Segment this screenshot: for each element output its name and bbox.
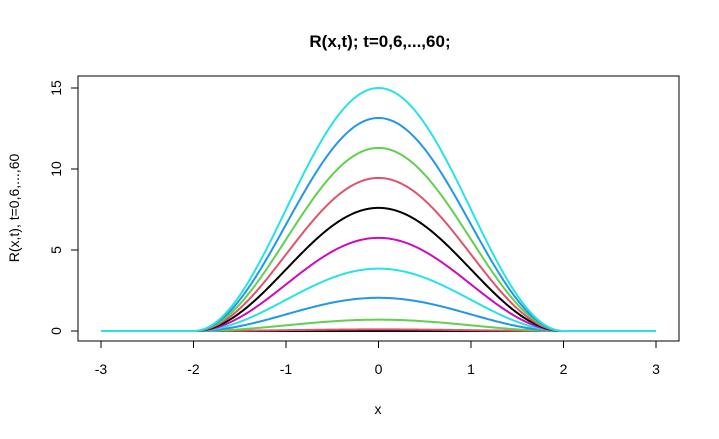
series-line-4 (101, 267, 656, 332)
x-axis: -3 -2 -1 0 1 2 3 (95, 340, 660, 377)
y-tick-label: 15 (48, 80, 64, 96)
x-tick-label: 0 (375, 361, 383, 377)
y-tick-label: 5 (48, 246, 64, 254)
y-axis: 0 5 10 15 (48, 80, 79, 335)
series-layer (101, 87, 656, 332)
y-tick-label: 0 (48, 327, 64, 335)
y-axis-label: R(x,t), t=0,6,...,60 (6, 154, 22, 263)
x-tick-label: 2 (560, 361, 568, 377)
x-tick-label: 3 (652, 361, 660, 377)
series-line-10 (101, 87, 656, 332)
series-line-5 (101, 236, 656, 332)
x-tick-label: -3 (95, 361, 108, 377)
x-tick-label: -1 (280, 361, 293, 377)
chart-title: R(x,t); t=0,6,...,60; (309, 32, 450, 51)
y-tick-label: 10 (48, 161, 64, 177)
series-line-8 (101, 146, 656, 332)
x-axis-label: x (375, 401, 382, 417)
series-line-3 (101, 296, 656, 332)
x-tick-label: -2 (187, 361, 200, 377)
series-line-7 (101, 176, 656, 332)
x-tick-label: 1 (467, 361, 475, 377)
series-line-9 (101, 116, 656, 332)
